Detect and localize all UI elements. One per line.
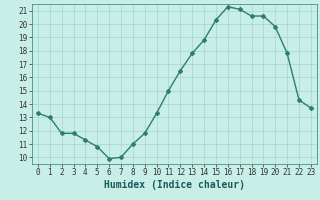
X-axis label: Humidex (Indice chaleur): Humidex (Indice chaleur)	[104, 180, 245, 190]
